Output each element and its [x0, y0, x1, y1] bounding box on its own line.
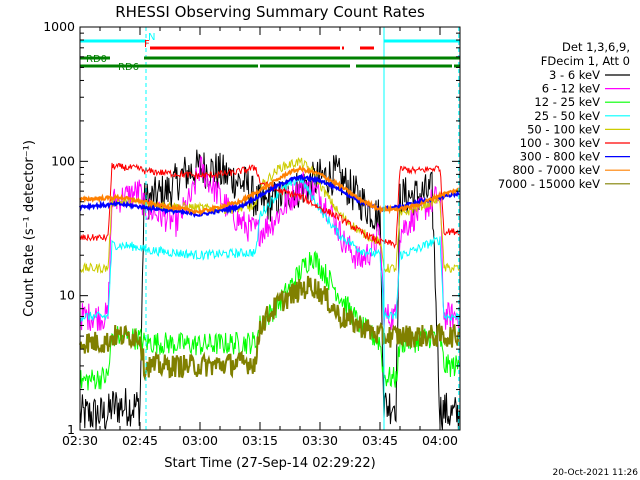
x-tick-label: 04:00	[422, 433, 458, 448]
annotation-layer: NF RD0 RD6	[80, 27, 460, 430]
x-tick-label: 02:30	[62, 433, 98, 448]
series-line	[79, 173, 460, 218]
y-tick-label: 1000	[43, 19, 75, 34]
x-tick-label: 03:30	[302, 433, 338, 448]
annotation-label-n: N	[148, 32, 155, 43]
legend-entry-label: 50 - 100 keV	[527, 122, 600, 136]
annotation-label-rd0: RD0	[86, 54, 107, 65]
series-7000-15000-kev	[79, 275, 461, 382]
legend-entry-label: 7000 - 15000 keV	[498, 177, 600, 191]
annotation-label-f: F	[144, 39, 150, 50]
legend: Det 1,3,6,9, FDecim 1, Att 0 3 - 6 keV6 …	[498, 40, 630, 191]
legend-entry-label: 6 - 12 keV	[542, 82, 600, 96]
series-line	[79, 162, 460, 249]
legend-entry-label: 12 - 25 keV	[534, 95, 600, 109]
legend-entry-label: 3 - 6 keV	[549, 68, 600, 82]
x-tick-label: 03:00	[182, 433, 218, 448]
y-tick-label: 100	[51, 153, 75, 168]
series-800-7000-kev	[79, 164, 460, 216]
annotation-label-rd6: RD6	[118, 62, 139, 73]
y-tick-label: 10	[59, 288, 75, 303]
series-line	[79, 275, 461, 382]
series-line	[79, 174, 460, 323]
series-layer	[79, 149, 461, 431]
x-axis-label: Start Time (27-Sep-14 02:29:22)	[164, 456, 375, 471]
x-tick-label: 03:15	[242, 433, 278, 448]
series-300-800-kev	[79, 173, 460, 218]
series-line	[79, 164, 460, 216]
axis-layer: 02:30 02:45 03:00 03:15 03:30 03:45 04:00 1 10 10…	[43, 19, 461, 448]
series-25-50-kev	[79, 174, 460, 323]
plot-frame	[79, 26, 461, 431]
series-100-300-kev	[79, 162, 460, 249]
x-tick-label: 02:45	[122, 433, 158, 448]
y-tick-label: 1	[67, 422, 75, 437]
x-tick-label: 03:45	[362, 433, 398, 448]
legend-entry-label: 25 - 50 keV	[534, 109, 600, 123]
legend-header-line-1: Det 1,3,6,9,	[562, 40, 630, 54]
y-axis-label: Count Rate (s⁻¹ detector⁻¹)	[22, 140, 37, 317]
legend-entry-label: 300 - 800 keV	[520, 150, 600, 164]
chart-title: RHESSI Observing Summary Count Rates	[115, 3, 425, 21]
series-12-25-kev	[79, 250, 460, 391]
legend-entry-label: 800 - 7000 keV	[512, 163, 600, 177]
legend-header-line-2: FDecim 1, Att 0	[541, 54, 630, 68]
legend-entry-label: 100 - 300 keV	[520, 136, 600, 150]
series-line	[79, 250, 460, 391]
timestamp-footer: 20-Oct-2021 11:26	[553, 468, 639, 478]
